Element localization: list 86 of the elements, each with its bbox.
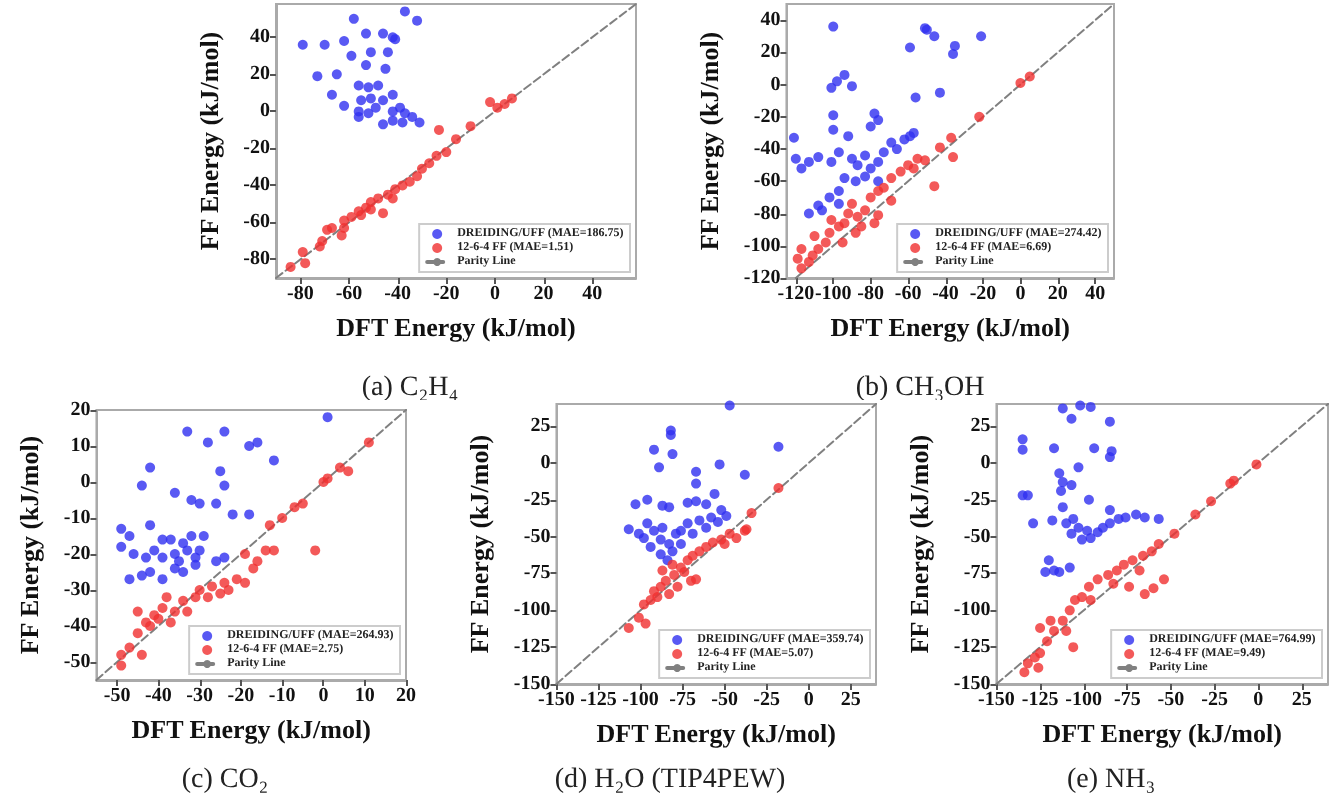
x-tick-label: -80 <box>286 283 314 305</box>
text: (e) NH₃ <box>1066 765 1156 794</box>
x-tick-label: -125 <box>1021 689 1059 711</box>
x-tick-label: -75 <box>1113 689 1141 711</box>
y-tick-label: 20 <box>70 399 91 421</box>
y-tick-label: -40 <box>243 174 270 197</box>
y-tick-label: 20 <box>760 41 781 64</box>
text: (c) CO₂ <box>181 765 269 794</box>
y-tick-label: -25 <box>963 488 991 511</box>
x-tick-label: 10 <box>354 685 375 707</box>
x-tick-label: -10 <box>268 685 296 707</box>
x-tick-label: 40 <box>1085 283 1106 305</box>
x-tick-label: -60 <box>894 283 922 305</box>
x-tick-label: -30 <box>186 685 213 707</box>
y-axis-title: FF Energy (kJ/mol) <box>464 434 494 654</box>
x-tick-label: -20 <box>227 685 255 707</box>
y-tick-label: -60 <box>753 170 781 193</box>
y-tick-label: -50 <box>523 525 551 548</box>
text: (d) H₂O (TIP4PEW) <box>554 765 786 794</box>
y-tick-label: 0 <box>80 471 91 493</box>
y-tick-label: -20 <box>243 137 270 160</box>
x-tick-label: 0 <box>1015 283 1026 305</box>
y-tick-label: 0 <box>770 73 781 96</box>
x-tick-label: -100 <box>1065 689 1103 711</box>
y-tick-label: -120 <box>743 267 781 289</box>
x-tick-label: -125 <box>580 689 617 711</box>
x-tick-label: 0 <box>489 283 500 305</box>
x-tick-label: -100 <box>814 283 852 305</box>
y-tick-label: -75 <box>963 562 991 585</box>
y-tick-label: -40 <box>753 138 781 161</box>
y-tick-label: 25 <box>970 415 991 438</box>
x-tick-label: -100 <box>622 689 659 711</box>
x-axis-title: DFT Energy (kJ/mol) <box>830 311 1070 342</box>
y-tick-label: -10 <box>63 507 91 529</box>
x-tick-label: 20 <box>396 685 416 707</box>
y-tick-label: -20 <box>63 543 91 565</box>
x-axis-title: DFT Energy (kJ/mol) <box>596 717 836 748</box>
x-tick-label: -40 <box>932 283 959 305</box>
y-tick-label: -25 <box>523 488 551 511</box>
y-tick-label: 40 <box>760 9 781 32</box>
y-axis-title: FF Energy (kJ/mol) <box>904 434 934 654</box>
x-tick-label: -120 <box>777 283 815 305</box>
x-tick-label: -50 <box>1157 689 1185 711</box>
y-tick-label: -75 <box>523 562 551 585</box>
x-tick-label: 40 <box>582 283 603 305</box>
y-axis-title: FF Energy (kJ/mol) <box>14 435 44 655</box>
y-axis-title: FF Energy (kJ/mol) <box>193 31 224 251</box>
y-tick-label: -100 <box>953 599 991 622</box>
x-tick-label: -50 <box>711 689 738 711</box>
x-tick-label: -40 <box>384 283 411 305</box>
y-tick-label: -20 <box>753 105 781 128</box>
y-tick-label: -125 <box>513 636 551 659</box>
y-tick-label: -80 <box>753 202 781 225</box>
x-tick-label: -75 <box>669 689 696 711</box>
y-tick-label: 20 <box>250 63 270 86</box>
x-tick-label: -25 <box>1201 689 1228 711</box>
y-tick-label: 25 <box>530 415 551 438</box>
y-tick-label: -125 <box>953 636 991 659</box>
x-axis-title: DFT Energy (kJ/mol) <box>336 311 576 342</box>
x-tick-label: -80 <box>857 283 885 305</box>
y-tick-label: -80 <box>243 248 270 271</box>
y-tick-label: -50 <box>963 525 991 548</box>
y-tick-label: -100 <box>513 599 551 622</box>
y-tick-label: 0 <box>540 451 551 474</box>
y-tick-label: 0 <box>980 451 991 474</box>
x-tick-label: -20 <box>432 283 460 305</box>
y-tick-label: -60 <box>243 211 270 234</box>
y-axis-title: FF Energy (kJ/mol) <box>694 31 724 251</box>
x-tick-label: -40 <box>145 685 172 707</box>
y-tick-label: 40 <box>250 26 270 49</box>
x-axis-title: DFT Energy (kJ/mol) <box>131 713 371 744</box>
y-tick-label: 0 <box>260 100 270 123</box>
x-tick-label: -50 <box>103 685 131 707</box>
x-tick-label: 25 <box>1291 689 1312 711</box>
y-tick-label: -40 <box>63 615 91 637</box>
x-tick-label: 25 <box>840 689 861 711</box>
y-tick-label: -100 <box>743 234 781 257</box>
x-tick-label: 0 <box>803 689 814 711</box>
x-tick-label: 20 <box>1047 283 1068 305</box>
x-tick-label: 0 <box>1253 689 1264 711</box>
x-axis-title: DFT Energy (kJ/mol) <box>1042 717 1282 748</box>
x-tick-label: -60 <box>335 283 363 305</box>
x-tick-label: 0 <box>318 685 329 707</box>
y-tick-label: -50 <box>63 651 91 673</box>
y-tick-label: 10 <box>70 435 91 457</box>
y-tick-label: -30 <box>63 579 91 601</box>
